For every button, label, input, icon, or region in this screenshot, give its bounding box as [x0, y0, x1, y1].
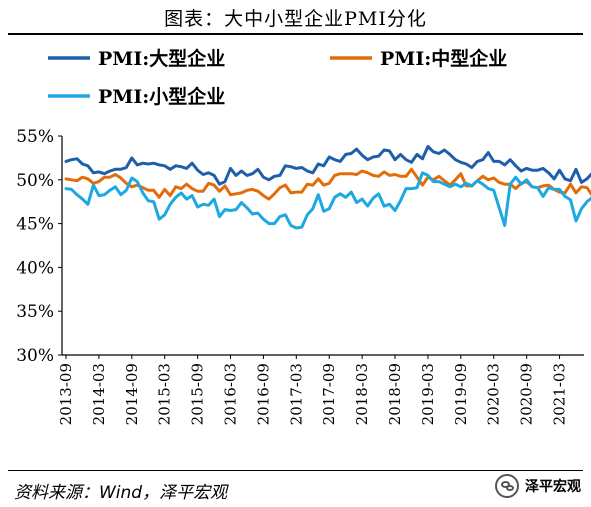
pmi-line-chart: PMI:大型企业 PMI:中型企业 PMI:小型企业 30% 35% 40% 45% 50%…: [16, 47, 591, 425]
series-lines: [64, 145, 591, 230]
x-tick-label: 2021-03: [551, 363, 569, 425]
x-tick-label: 2018-09: [386, 363, 404, 425]
legend-label: PMI:小型企业: [98, 85, 225, 108]
y-tick-label: 55%: [16, 127, 54, 147]
x-tick-label: 2017-09: [320, 363, 338, 425]
watermark-label: 泽平宏观: [525, 479, 581, 495]
x-tick-label: 2014-09: [123, 363, 141, 425]
series-line: [64, 171, 591, 230]
x-tick-label: 2019-09: [452, 363, 470, 425]
x-tick-label: 2017-03: [287, 363, 305, 425]
top-rule: [8, 33, 583, 35]
axes: 30% 35% 40% 45% 50% 55% 2013-09 2014-03 2014-09 2…: [16, 127, 584, 425]
x-tick-label: 2019-03: [419, 363, 437, 425]
y-tick-label: 30%: [16, 346, 54, 366]
x-tick-label: 2020-03: [485, 363, 503, 425]
y-tick-label: 50%: [16, 171, 54, 191]
series-line: [64, 167, 591, 201]
y-tick-label: 40%: [16, 258, 54, 278]
source-note: 资料来源：Wind，泽平宏观: [14, 483, 228, 503]
y-tick-label: 45%: [16, 215, 54, 235]
x-tick-label: 2015-09: [189, 363, 207, 425]
chart-title: 图表：大中小型企业PMI分化: [164, 8, 427, 30]
x-tick-label: 2016-09: [254, 363, 272, 425]
x-tick-label: 2016-03: [222, 363, 240, 425]
x-tick-label: 2020-09: [518, 363, 536, 425]
x-tick-label: 2015-03: [156, 363, 174, 425]
x-tick-label: 2014-03: [90, 363, 108, 425]
legend-label: PMI:大型企业: [98, 47, 225, 70]
x-tick-label: 2018-03: [353, 363, 371, 425]
legend: PMI:大型企业 PMI:中型企业 PMI:小型企业: [48, 47, 507, 108]
wechat-icon: [495, 474, 519, 498]
x-tick-label: 2013-09: [57, 363, 75, 425]
legend-label: PMI:中型企业: [380, 47, 507, 70]
series-line: [64, 145, 591, 186]
y-tick-label: 35%: [16, 302, 54, 322]
watermark: 泽平宏观: [495, 474, 581, 498]
bottom-rule: [8, 470, 583, 471]
